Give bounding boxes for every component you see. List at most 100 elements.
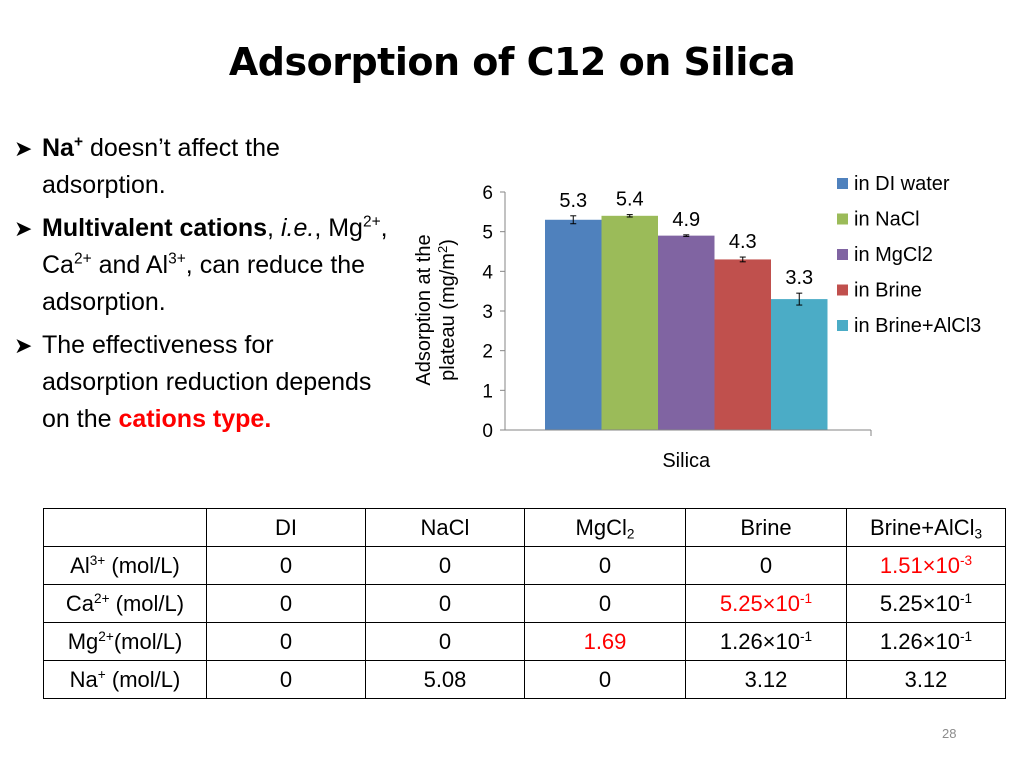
y-tick-label: 1 — [482, 381, 493, 402]
table-cell: 0 — [524, 660, 686, 699]
row-unit: (mol/L) — [105, 552, 180, 578]
ca-charge: 2+ — [73, 250, 92, 268]
row-label: Mg2+(mol/L) — [43, 622, 207, 661]
header-brine-alcl3: Brine+AlCl3 — [846, 508, 1006, 547]
ca-ion: , Ca — [42, 214, 388, 279]
cell-exponent: -1 — [800, 590, 813, 606]
table-cell: 0 — [685, 546, 847, 585]
row-ion: Ca — [65, 590, 94, 616]
x-category-label: Silica — [662, 450, 711, 472]
y-axis-title-line2: plateau (mg/m2) — [435, 239, 460, 381]
table-row: Na+ (mol/L) 0 5.08 0 3.12 3.12 — [43, 660, 1006, 699]
data-label: 4.3 — [729, 231, 757, 253]
y-axis-title-close: ) — [437, 239, 459, 246]
cell-value: 1.51×10 — [879, 552, 960, 578]
legend-swatch — [837, 178, 848, 189]
table-cell: 1.51×10-3 — [846, 546, 1006, 585]
row-unit: (mol/L) — [105, 666, 181, 692]
table-cell: 1.26×10-1 — [685, 622, 847, 661]
y-tick-label: 3 — [482, 302, 493, 323]
bar — [545, 219, 602, 430]
data-label: 3.3 — [785, 267, 813, 289]
bar — [714, 259, 771, 430]
row-label: Ca2+ (mol/L) — [43, 584, 207, 623]
cell-value: 0 — [279, 552, 293, 578]
cell-value: 3.12 — [744, 666, 788, 692]
legend-entry: in DI water — [854, 173, 950, 195]
multivalent-comma: , — [267, 214, 281, 242]
arrow-bullet-icon: ➤ — [14, 216, 33, 241]
y-tick-label: 0 — [482, 421, 493, 442]
bar-series — [545, 215, 828, 430]
header-nacl: NaCl — [365, 508, 525, 547]
table-cell: 0 — [524, 546, 686, 585]
bar — [601, 215, 658, 430]
y-axis: 0 1 2 3 4 5 6 — [482, 183, 505, 442]
bar — [658, 235, 715, 430]
al-charge: 3+ — [168, 250, 186, 268]
table-cell: 5.25×10-1 — [846, 584, 1006, 623]
data-label: 5.4 — [616, 189, 644, 211]
sodium-ion: Na — [42, 134, 74, 162]
cell-value: 5.25×10 — [719, 590, 800, 616]
y-axis-title-sup: 2 — [435, 246, 450, 253]
arrow-bullet-icon: ➤ — [14, 333, 33, 358]
header-di: DI — [206, 508, 366, 547]
row-unit: (mol/L) — [109, 590, 185, 616]
table-cell: 0 — [206, 622, 366, 661]
cell-exponent: -3 — [960, 552, 973, 568]
y-tick-label: 5 — [482, 223, 493, 244]
table-cell: 1.69 — [524, 622, 686, 661]
legend-swatch — [837, 249, 848, 260]
row-ion: Al — [70, 552, 90, 578]
table-row: Al3+ (mol/L) 0 0 0 0 1.51×10-3 — [43, 546, 1006, 585]
data-label: 5.3 — [559, 190, 587, 212]
table-cell: 3.12 — [685, 660, 847, 699]
table-body: Al3+ (mol/L) 0 0 0 0 1.51×10-3 Ca2+ (mol/L) 0 0 0… — [43, 546, 1006, 699]
row-ion-charge: 2+ — [98, 628, 114, 644]
adsorption-bar-chart: Adsorption at the plateau (mg/m2) 012345… — [413, 173, 981, 472]
multivalent-heading: Multivalent cations — [42, 214, 268, 242]
row-ion-charge: 3+ — [89, 552, 106, 568]
y-tick-label: 4 — [482, 262, 493, 283]
header-mgcl2-sub: 2 — [626, 525, 635, 541]
table-row: Mg2+(mol/L) 0 0 1.69 1.26×10-1 1.26×10-1 — [43, 622, 1006, 661]
page-number: 28 — [942, 726, 957, 741]
cell-value: 1.26×10 — [879, 628, 960, 654]
table-cell: 0 — [365, 584, 525, 623]
legend-swatch — [837, 284, 848, 296]
data-label: 4.9 — [672, 209, 700, 231]
data-labels: 5.3 5.4 4.9 4.3 3.3 — [559, 189, 813, 290]
table-cell: 0 — [206, 546, 366, 585]
mg-charge: 2+ — [362, 213, 381, 231]
table-corner-cell — [43, 508, 207, 547]
bullet-multivalent: ➤ Multivalent cations, i.e., Mg2+, Ca2+ … — [14, 210, 394, 321]
cell-value: 0 — [438, 590, 452, 616]
table-cell: 1.26×10-1 — [846, 622, 1006, 661]
cell-exponent: -1 — [800, 628, 813, 644]
table-cell: 0 — [365, 546, 525, 585]
legend-entry: in NaCl — [854, 209, 920, 231]
y-axis-title-line1: Adsorption at the — [413, 234, 435, 385]
bar — [771, 299, 828, 430]
cell-value: 5.25×10 — [879, 590, 960, 616]
cell-exponent: -1 — [960, 628, 973, 644]
table-cell: 3.12 — [846, 660, 1006, 699]
bullet-sodium: ➤ Na+ doesn’t affect the adsorption. — [14, 130, 394, 204]
cell-value: 5.08 — [423, 666, 467, 692]
sodium-charge: + — [73, 133, 84, 151]
row-unit: (mol/L) — [113, 628, 183, 654]
y-tick-label: 6 — [482, 183, 493, 204]
header-mgcl2-text: MgCl — [575, 514, 627, 540]
table-cell: 0 — [206, 584, 366, 623]
y-tick-label: 2 — [482, 342, 493, 363]
row-label: Al3+ (mol/L) — [43, 546, 207, 585]
y-axis-title-main: plateau (mg/m — [437, 253, 459, 381]
legend-entry: in Brine+AlCl3 — [854, 315, 981, 337]
header-brine: Brine — [685, 508, 847, 547]
ion-concentration-table: DI NaCl MgCl2 Brine Brine+AlCl3 Al3+ (mo… — [43, 508, 1006, 699]
table-header-row: DI NaCl MgCl2 Brine Brine+AlCl3 — [43, 508, 1006, 547]
row-label: Na+ (mol/L) — [43, 660, 207, 699]
table-cell: 5.08 — [365, 660, 525, 699]
header-mgcl2: MgCl2 — [524, 508, 686, 547]
